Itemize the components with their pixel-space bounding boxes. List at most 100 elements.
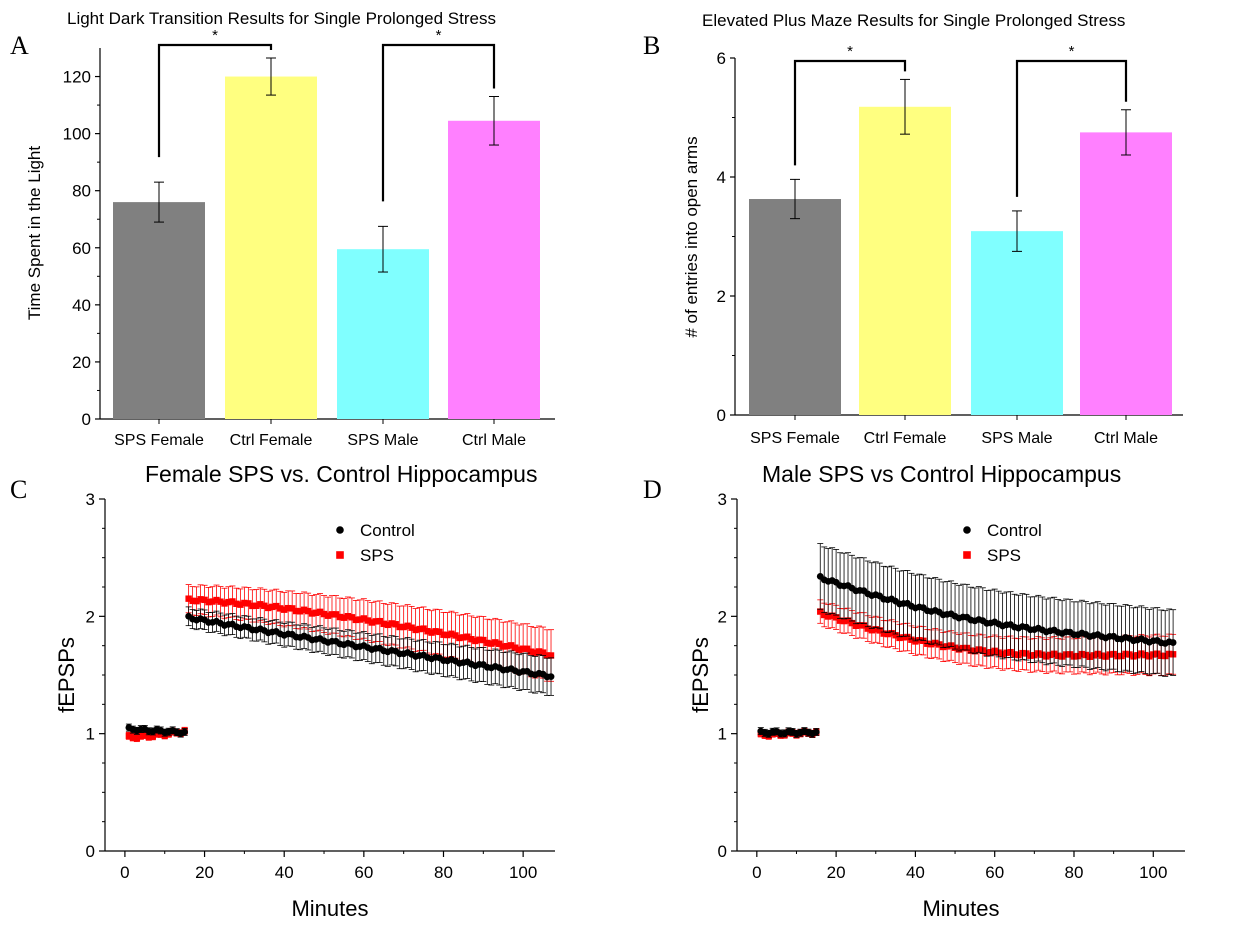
data-point bbox=[229, 598, 236, 605]
significance-bracket bbox=[793, 59, 907, 166]
x-category-label: SPS Male bbox=[347, 432, 418, 449]
legend-marker bbox=[336, 551, 344, 559]
data-point bbox=[400, 623, 407, 631]
bar bbox=[1080, 132, 1172, 415]
series-control bbox=[125, 606, 555, 738]
data-point bbox=[360, 615, 368, 622]
y-tick-label: 4 bbox=[717, 168, 726, 187]
data-point bbox=[221, 600, 228, 607]
data-point bbox=[412, 626, 419, 634]
x-tick-label: 100 bbox=[509, 863, 537, 882]
series-control bbox=[757, 543, 1177, 738]
data-point bbox=[872, 626, 879, 633]
data-point bbox=[876, 627, 883, 634]
data-point bbox=[145, 733, 153, 740]
y-tick-label: 0 bbox=[717, 406, 726, 425]
data-point bbox=[356, 616, 364, 623]
y-tick-label: 80 bbox=[72, 182, 91, 201]
y-tick-label: 1 bbox=[718, 725, 727, 744]
data-point bbox=[821, 611, 828, 619]
y-tick-label: 40 bbox=[72, 296, 91, 315]
chart-title: Elevated Plus Maze Results for Single Pr… bbox=[702, 11, 1125, 30]
data-point bbox=[460, 634, 467, 641]
data-point bbox=[384, 621, 391, 629]
chart-title: Female SPS vs. Control Hippocampus bbox=[145, 461, 537, 487]
y-tick-label: 6 bbox=[717, 49, 726, 68]
data-point bbox=[340, 614, 348, 621]
data-point bbox=[535, 648, 543, 655]
data-point bbox=[900, 634, 907, 641]
data-point bbox=[149, 733, 156, 740]
data-point bbox=[129, 734, 137, 741]
data-point bbox=[420, 625, 427, 632]
data-point bbox=[324, 612, 332, 619]
y-tick-label: 3 bbox=[718, 490, 727, 509]
data-point bbox=[396, 623, 403, 631]
y-tick-label: 0 bbox=[86, 842, 95, 861]
bar bbox=[113, 202, 205, 419]
legend-marker bbox=[963, 551, 971, 559]
y-tick-label: 20 bbox=[72, 353, 91, 372]
data-point bbox=[392, 621, 399, 628]
significance-marker: * bbox=[212, 27, 218, 44]
x-category-label: SPS Male bbox=[981, 430, 1052, 447]
data-point bbox=[880, 630, 887, 637]
data-point bbox=[380, 620, 387, 628]
data-point bbox=[404, 622, 411, 629]
y-tick-label: 120 bbox=[63, 68, 91, 87]
panel-b-chart: B Elevated Plus Maze Results for Single P… bbox=[643, 11, 1183, 447]
data-point bbox=[547, 673, 555, 681]
data-point bbox=[912, 638, 919, 645]
data-point bbox=[312, 609, 320, 616]
data-point bbox=[316, 608, 324, 616]
data-point bbox=[436, 628, 443, 636]
data-point bbox=[444, 631, 451, 639]
data-point bbox=[472, 637, 479, 645]
data-point bbox=[300, 606, 308, 613]
data-point bbox=[205, 598, 212, 606]
data-point bbox=[864, 625, 872, 632]
data-point bbox=[888, 629, 895, 637]
y-tick-label: 2 bbox=[86, 607, 95, 626]
data-point bbox=[519, 645, 527, 652]
x-category-label: Ctrl Female bbox=[230, 432, 313, 449]
data-point bbox=[824, 613, 832, 620]
data-point bbox=[209, 598, 216, 605]
data-point bbox=[308, 610, 316, 617]
bar bbox=[749, 199, 841, 415]
data-point bbox=[241, 599, 248, 607]
data-point bbox=[133, 734, 141, 742]
data-point bbox=[496, 640, 503, 647]
chart-title: Male SPS vs Control Hippocampus bbox=[762, 461, 1121, 487]
y-tick-label: 1 bbox=[86, 725, 95, 744]
data-point bbox=[265, 604, 272, 612]
data-point bbox=[141, 731, 149, 739]
legend-label: SPS bbox=[360, 546, 394, 565]
data-point bbox=[860, 622, 868, 629]
data-point bbox=[364, 617, 372, 624]
data-point bbox=[217, 598, 224, 605]
data-point bbox=[416, 625, 423, 633]
data-point bbox=[408, 624, 415, 631]
data-point bbox=[844, 617, 852, 624]
data-point bbox=[233, 600, 240, 607]
data-point bbox=[468, 636, 475, 643]
data-point bbox=[916, 637, 923, 644]
data-point bbox=[523, 645, 531, 652]
data-point bbox=[543, 652, 551, 659]
data-point bbox=[320, 610, 328, 618]
significance-marker: * bbox=[436, 27, 442, 44]
significance-bracket bbox=[1015, 59, 1128, 197]
series-sps bbox=[125, 584, 555, 743]
data-point bbox=[197, 596, 204, 603]
data-point bbox=[852, 622, 860, 629]
legend-label: Control bbox=[360, 521, 415, 540]
data-point bbox=[856, 622, 864, 629]
data-point bbox=[253, 602, 260, 609]
legend-marker bbox=[963, 526, 971, 534]
data-point bbox=[348, 614, 356, 621]
legend-marker bbox=[336, 526, 344, 534]
x-axis-label: Minutes bbox=[922, 896, 999, 921]
significance-bracket bbox=[381, 43, 496, 202]
data-point bbox=[539, 649, 547, 656]
